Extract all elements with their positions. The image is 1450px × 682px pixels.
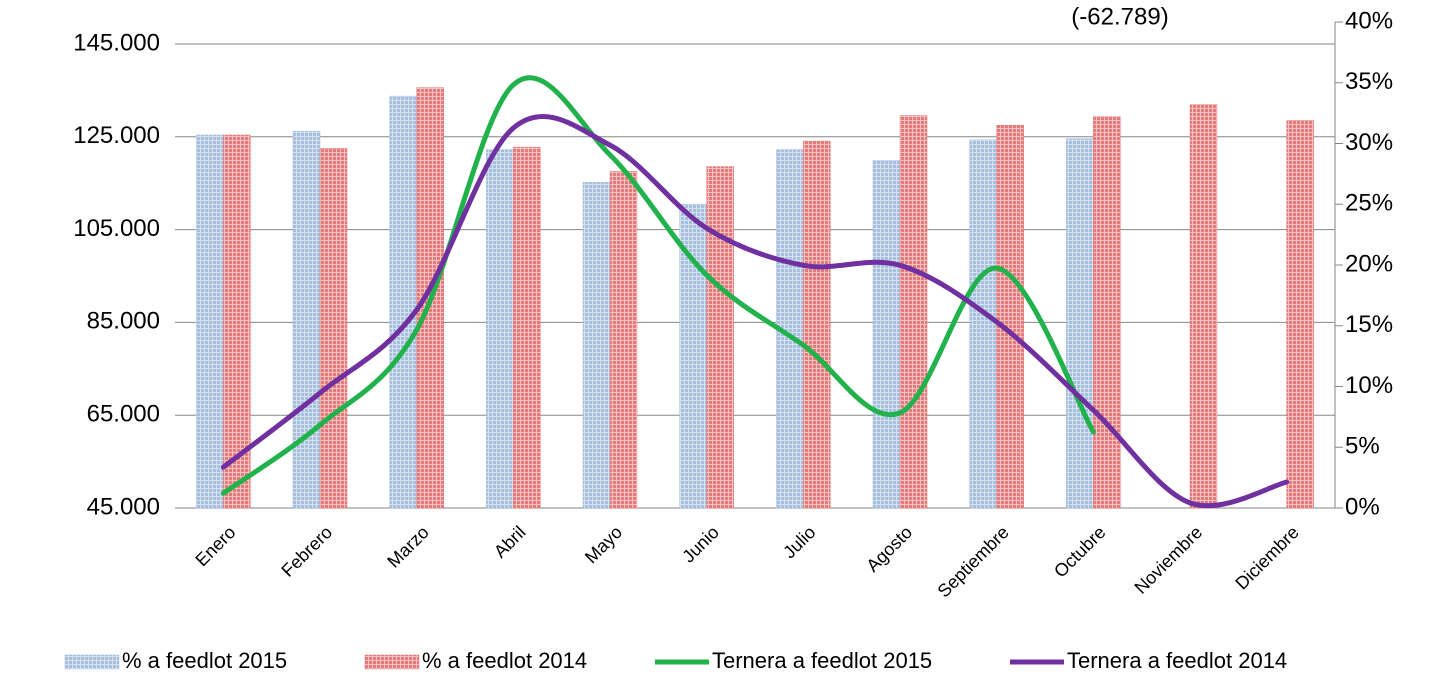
line [220, 75, 1096, 496]
x-tick-label: Octubre [1050, 522, 1109, 581]
bar [706, 166, 734, 509]
legend-label: % a feedlot 2015 [122, 648, 287, 673]
bar [389, 95, 417, 509]
bar [319, 148, 348, 509]
y-tick-label: 105.000 [73, 215, 160, 242]
y-tick-label: 125.000 [73, 122, 160, 149]
annotation: (-62.789) [1071, 3, 1168, 30]
bar [803, 140, 831, 509]
bar [679, 204, 707, 509]
bar [609, 171, 638, 509]
y2-tick-label: 25% [1345, 190, 1393, 217]
bar [1286, 120, 1314, 509]
bar [1066, 138, 1094, 509]
x-tick-label: Abril [490, 522, 530, 562]
y-tick-label: 45.000 [87, 493, 160, 520]
bar [582, 182, 611, 509]
y2-tick-label: 0% [1345, 493, 1380, 520]
bar [899, 115, 928, 509]
x-tick-label: Septiembre [934, 522, 1013, 601]
x-tick-label: Julio [779, 522, 819, 562]
x-tick-label: Marzo [383, 522, 433, 572]
bar [1093, 116, 1121, 509]
x-tick-label: Junio [678, 522, 723, 567]
bar [196, 134, 224, 509]
y2-tick-label: 35% [1345, 68, 1393, 95]
x-tick-label: Febrero [277, 522, 336, 581]
x-tick-label: Agosto [862, 522, 916, 576]
y-tick-label: 85.000 [87, 308, 160, 335]
y2-tick-label: 5% [1345, 433, 1380, 460]
y2-tick-label: 30% [1345, 129, 1393, 156]
bar [292, 131, 321, 509]
bar [513, 146, 541, 509]
bar [872, 160, 901, 509]
x-tick-label: Enero [191, 522, 239, 570]
bar [223, 134, 251, 509]
bar [996, 125, 1024, 509]
bar [486, 149, 514, 509]
x-tick-label: Diciembre [1231, 522, 1302, 593]
x-tick-label: Noviembre [1131, 522, 1207, 598]
bar [1189, 104, 1218, 509]
y2-tick-label: 15% [1345, 311, 1393, 338]
legend-swatch [364, 654, 420, 670]
legend-label: Ternera a feedlot 2015 [712, 648, 932, 673]
y2-tick-label: 40% [1345, 7, 1393, 34]
y-tick-label: 145.000 [73, 29, 160, 56]
y2-tick-label: 20% [1345, 250, 1393, 277]
bar [969, 139, 997, 509]
legend-label: % a feedlot 2014 [422, 648, 587, 673]
y-tick-label: 65.000 [87, 401, 160, 428]
line [220, 114, 1290, 509]
legend-label: Ternera a feedlot 2014 [1067, 648, 1287, 673]
y2-tick-label: 10% [1345, 372, 1393, 399]
legend-swatch [64, 654, 120, 670]
x-tick-label: Mayo [581, 522, 626, 567]
